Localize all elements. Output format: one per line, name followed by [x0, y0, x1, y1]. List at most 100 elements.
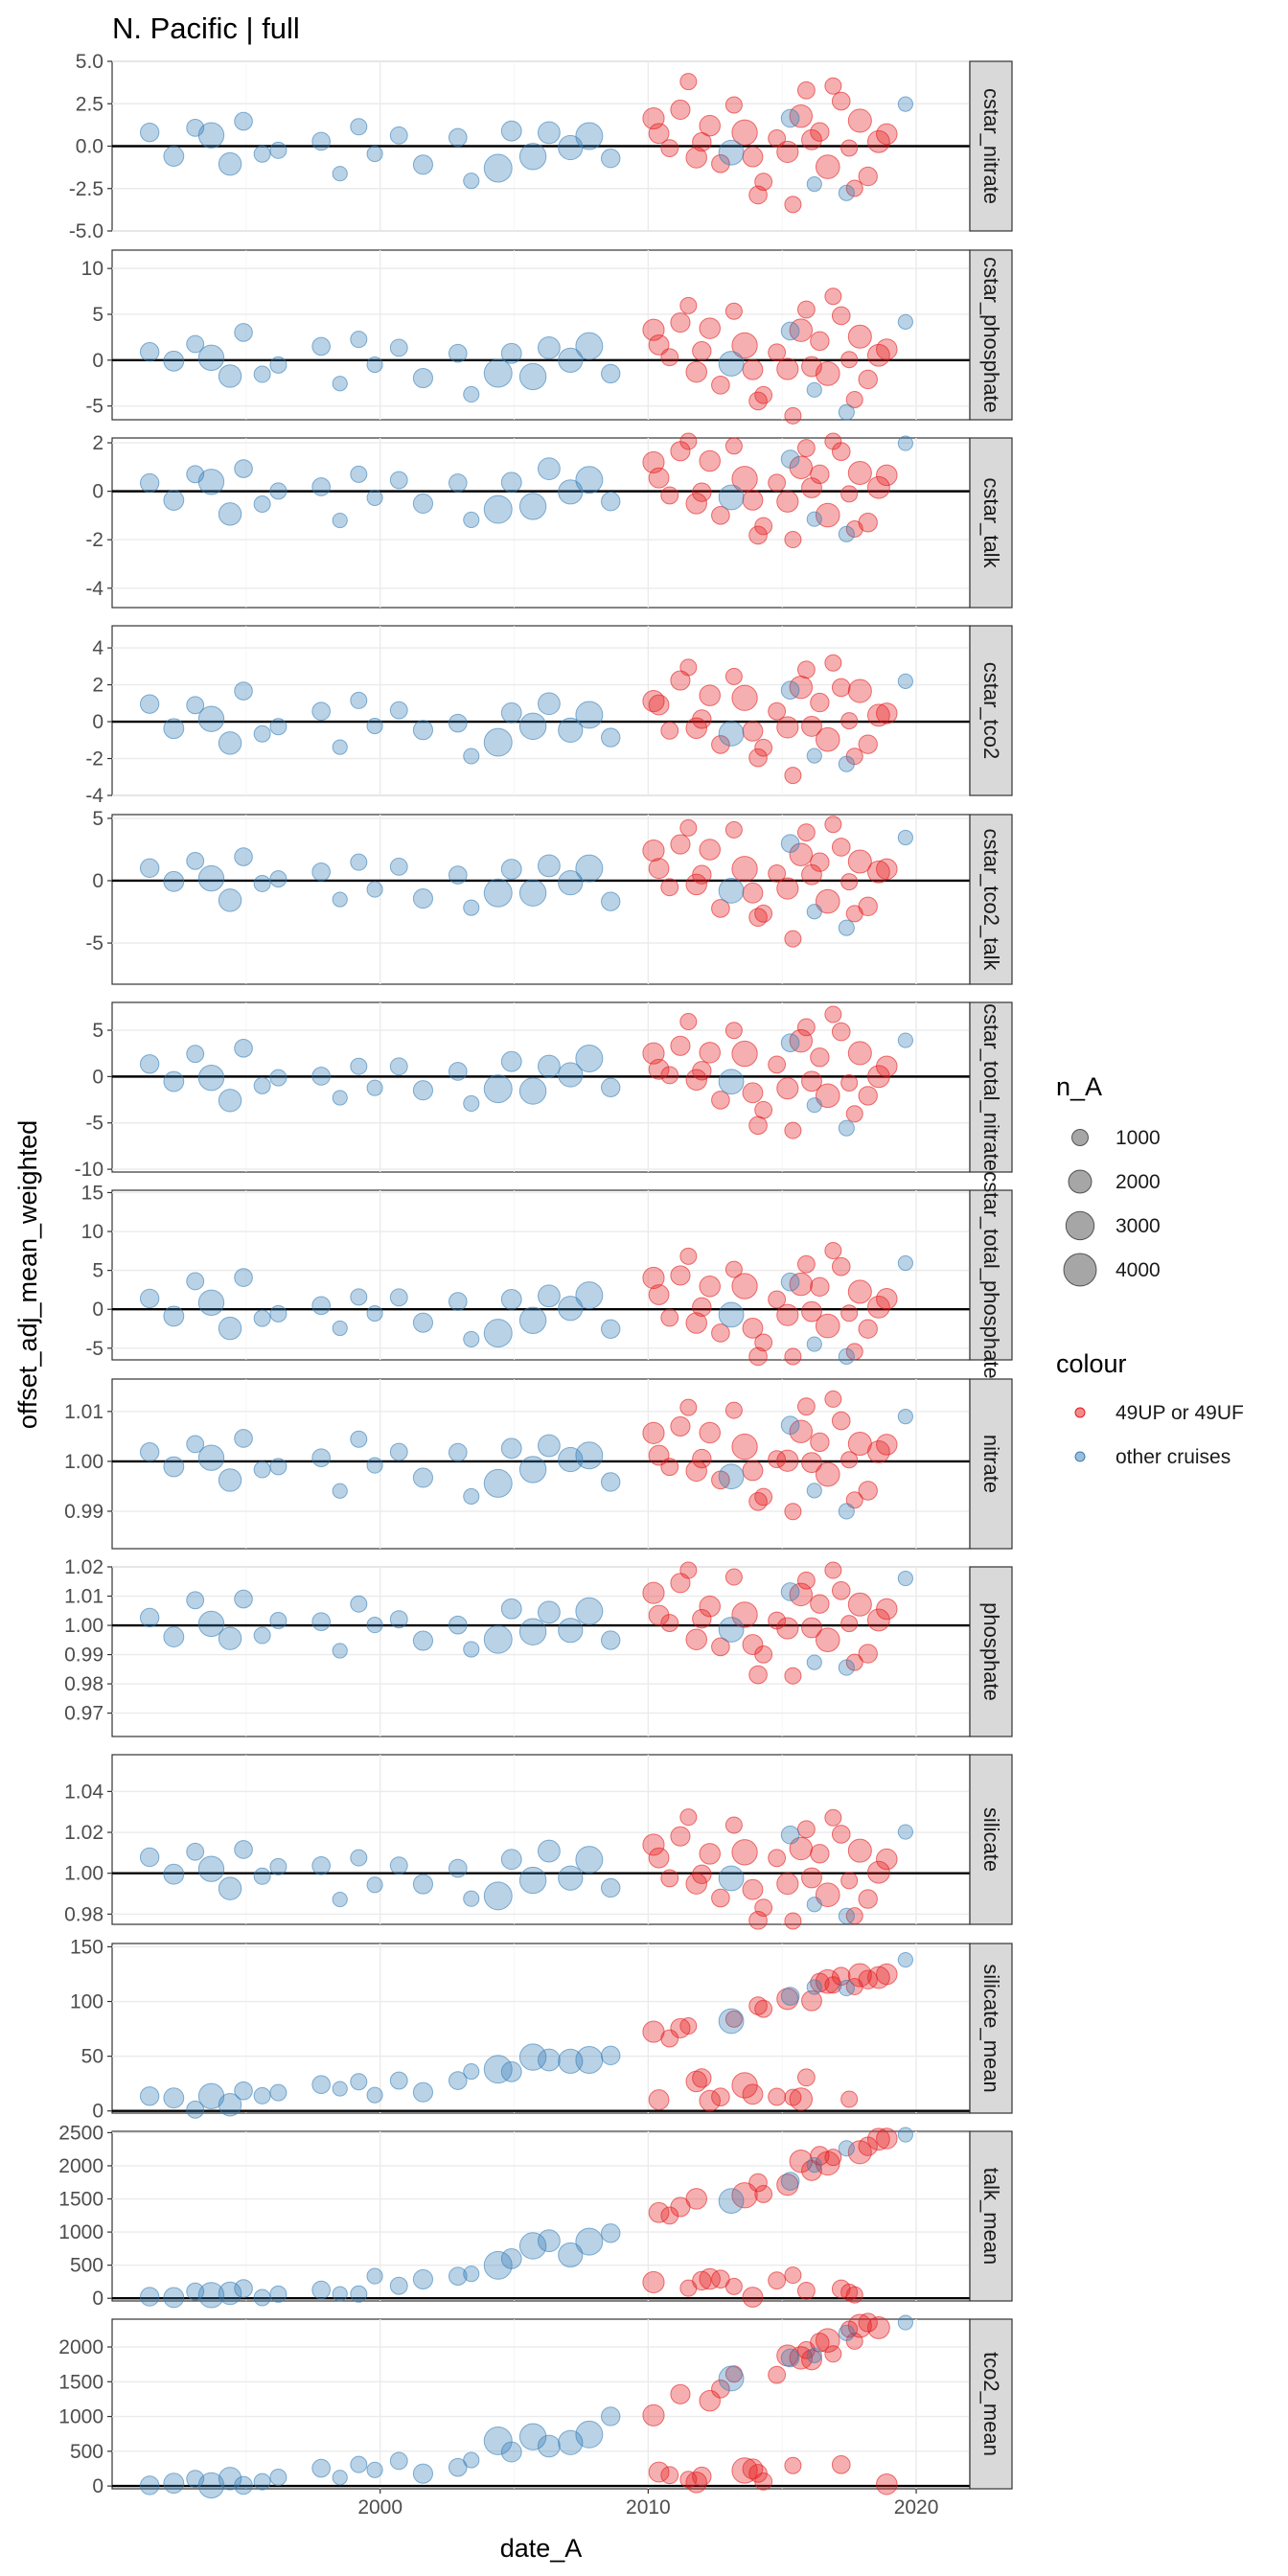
data-point — [218, 364, 242, 388]
data-point — [642, 2404, 665, 2426]
data-point — [784, 531, 802, 549]
facet-strip-label: cstar_tco2_talk — [979, 829, 1003, 972]
y-tick-label: -5 — [85, 1338, 104, 1360]
data-point — [784, 2266, 802, 2285]
data-point — [366, 1457, 383, 1474]
data-point — [332, 1891, 348, 1908]
facet-strip — [969, 2130, 1013, 2302]
data-point — [537, 1284, 561, 1308]
data-point — [186, 1591, 205, 1610]
data-point — [776, 140, 799, 164]
data-point — [601, 2406, 621, 2426]
data-point — [218, 1468, 242, 1492]
data-point — [389, 1610, 408, 1629]
data-point — [806, 1483, 822, 1499]
data-point — [711, 376, 730, 395]
data-point — [840, 351, 859, 369]
data-point — [483, 494, 513, 524]
data-point — [840, 2090, 859, 2108]
data-point — [840, 1615, 859, 1633]
data-point — [897, 673, 913, 689]
data-point — [731, 1040, 758, 1068]
data-point — [601, 1630, 621, 1650]
data-point — [558, 1865, 584, 1891]
data-point — [253, 1309, 271, 1327]
data-point — [806, 748, 822, 764]
data-point — [234, 2081, 253, 2101]
data-point — [642, 1833, 665, 1856]
data-point — [412, 1312, 433, 1333]
data-point — [332, 1643, 348, 1659]
data-point — [366, 145, 383, 163]
data-point — [692, 1061, 712, 1081]
data-point — [685, 873, 707, 896]
data-point — [350, 1430, 368, 1448]
data-point — [660, 2466, 679, 2485]
data-point — [876, 1598, 898, 1621]
data-point — [780, 834, 800, 853]
data-point — [218, 888, 242, 912]
data-point — [718, 1069, 745, 1095]
data-point — [500, 1050, 522, 1072]
data-point — [163, 2472, 185, 2495]
facet-strip-label: cstar_phosphate — [979, 257, 1003, 413]
data-point — [748, 2173, 768, 2193]
data-point — [412, 154, 433, 175]
y-tick-label: 1.00 — [64, 1615, 104, 1637]
data-point — [366, 718, 383, 735]
data-point — [463, 748, 480, 765]
data-point — [448, 127, 468, 148]
data-point — [692, 132, 712, 152]
data-point — [776, 490, 799, 513]
data-point — [269, 2083, 288, 2102]
data-point — [801, 128, 822, 150]
data-point — [163, 1863, 185, 1885]
data-point — [253, 494, 271, 513]
data-point — [648, 1847, 670, 1869]
x-axis-title: date_A — [500, 2534, 583, 2563]
data-point — [670, 2383, 691, 2404]
data-point — [685, 493, 707, 515]
data-point — [448, 1442, 468, 1462]
y-tick-label: 150 — [70, 1936, 104, 1958]
data-point — [558, 2429, 584, 2455]
data-point — [648, 123, 670, 145]
data-point — [815, 888, 840, 914]
data-point — [670, 1265, 691, 1286]
panel-background — [111, 814, 971, 985]
data-point — [831, 678, 851, 698]
data-point — [768, 1849, 787, 1868]
data-point — [218, 502, 242, 526]
data-point — [897, 1824, 913, 1840]
data-point — [685, 1069, 707, 1092]
data-point — [253, 365, 271, 383]
data-point — [389, 2451, 408, 2471]
y-tick-label: 0 — [92, 2101, 104, 2123]
legend-colour-key — [1074, 1407, 1086, 1418]
data-point — [483, 2426, 513, 2455]
data-point — [518, 493, 547, 520]
legend-colour-key — [1074, 1451, 1086, 1462]
data-point — [806, 1336, 822, 1352]
data-point — [575, 1045, 604, 1072]
data-point — [718, 351, 745, 377]
data-point — [876, 1963, 898, 1986]
data-point — [601, 363, 621, 384]
data-point — [806, 175, 822, 193]
data-point — [463, 1487, 480, 1506]
data-point — [754, 738, 773, 757]
data-point — [815, 1461, 840, 1487]
data-point — [197, 1610, 225, 1638]
y-tick-label: 2.5 — [76, 93, 104, 115]
data-point — [724, 96, 743, 114]
data-point — [558, 1618, 584, 1644]
legend: n_A 1000 2000 3000 4000 colour 49UP or 49UF… — [1056, 1072, 1244, 1468]
data-point — [500, 859, 522, 880]
data-point — [754, 1100, 773, 1119]
data-point — [858, 1644, 878, 1664]
data-point — [847, 461, 872, 486]
data-point — [463, 899, 480, 916]
data-point — [692, 1609, 712, 1629]
data-point — [558, 717, 584, 744]
data-point — [742, 882, 764, 904]
